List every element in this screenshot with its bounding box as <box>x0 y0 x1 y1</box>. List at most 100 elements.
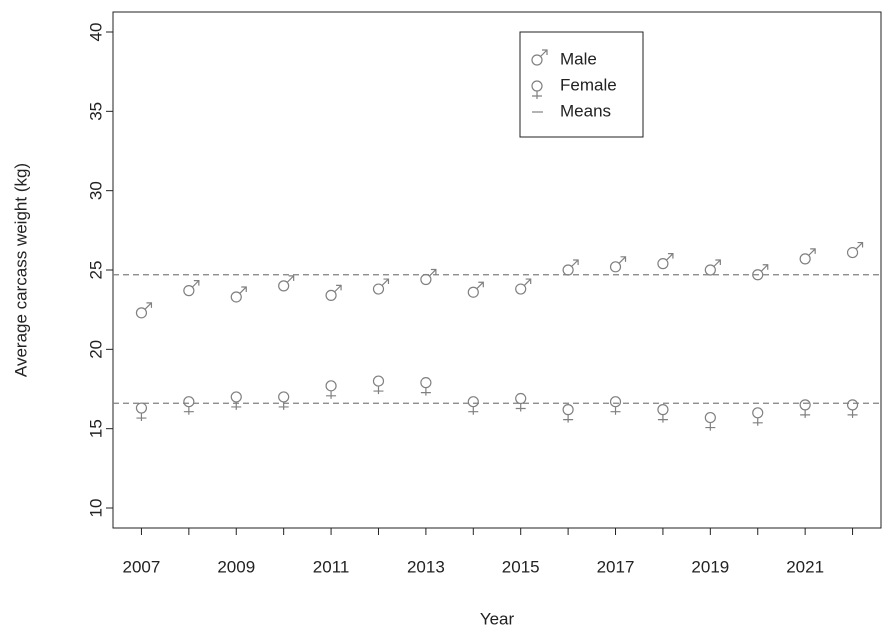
symbol-cross <box>532 91 542 99</box>
x-tick-label: 2019 <box>691 557 729 576</box>
symbol-circle <box>467 286 479 298</box>
symbol-circle <box>609 396 622 408</box>
symbol-cross <box>657 414 668 423</box>
symbol-circle <box>846 399 859 411</box>
symbol-circle <box>515 283 527 295</box>
symbol-cross <box>610 406 621 415</box>
point <box>325 284 342 301</box>
point <box>183 280 200 297</box>
symbol-circle <box>562 264 574 276</box>
symbol-arrow <box>713 259 721 267</box>
symbol-cross <box>183 406 194 415</box>
point <box>420 268 437 286</box>
symbol-arrow <box>476 281 484 290</box>
symbol-arrow <box>618 256 627 264</box>
symbol-arrow <box>428 268 437 277</box>
symbol-circle <box>609 261 622 273</box>
symbol-circle <box>183 285 195 297</box>
legend-symbol <box>531 49 548 66</box>
point <box>230 286 247 303</box>
symbol-cross <box>373 386 384 395</box>
symbol-circle <box>562 404 574 416</box>
symbol-cross <box>326 390 337 399</box>
point <box>467 281 484 298</box>
point <box>420 377 432 396</box>
y-axis-label: Average carcass weight (kg) <box>11 163 30 377</box>
symbol-circle <box>420 377 432 389</box>
x-tick-label: 2007 <box>123 557 161 576</box>
symbol-arrow <box>239 286 247 294</box>
symbol-arrow <box>523 278 532 286</box>
symbol-circle <box>846 246 859 259</box>
legend-box <box>519 31 644 138</box>
symbol-circle <box>372 375 385 387</box>
symbol-circle <box>704 264 716 276</box>
point <box>657 253 674 270</box>
y-tick-label: 25 <box>86 261 105 280</box>
point <box>135 302 153 319</box>
legend-symbol <box>531 80 543 99</box>
point <box>704 411 716 431</box>
x-tick-label: 2021 <box>786 557 824 576</box>
point <box>752 264 769 281</box>
symbol-circle <box>515 392 527 405</box>
symbol-arrow <box>540 49 548 57</box>
symbol-circle <box>752 407 764 419</box>
point <box>372 375 385 395</box>
point <box>278 275 295 292</box>
legend-label: Male <box>560 49 597 68</box>
point <box>609 256 627 273</box>
point <box>230 391 242 410</box>
y-tick-label: 40 <box>86 23 105 42</box>
symbol-circle <box>230 391 242 403</box>
symbol-arrow <box>144 302 153 310</box>
point <box>183 396 195 415</box>
symbol-cross <box>231 401 242 410</box>
y-tick-label: 15 <box>86 419 105 438</box>
symbol-circle <box>752 269 764 281</box>
symbol-circle <box>704 411 716 424</box>
symbol-circle <box>799 399 811 411</box>
symbol-cross <box>515 403 526 412</box>
symbol-circle <box>657 258 669 270</box>
symbol-circle <box>799 253 811 265</box>
x-tick-label: 2013 <box>407 557 445 576</box>
x-tick-label: 2015 <box>502 557 540 576</box>
legend-label: Means <box>560 101 611 120</box>
x-tick-label: 2009 <box>217 557 255 576</box>
symbol-circle <box>278 280 290 292</box>
point <box>609 396 622 415</box>
symbol-cross <box>705 422 716 431</box>
symbol-arrow <box>571 259 579 267</box>
symbol-arrow <box>334 284 342 293</box>
point <box>846 399 859 418</box>
x-axis-label: Year <box>480 609 515 628</box>
symbol-circle <box>183 396 195 408</box>
symbol-arrow <box>286 275 295 283</box>
symbol-arrow <box>381 278 390 286</box>
point <box>799 248 816 265</box>
symbol-cross <box>800 409 811 418</box>
symbol-circle <box>230 291 242 303</box>
x-tick-label: 2011 <box>313 557 350 576</box>
symbol-circle <box>531 54 543 66</box>
symbol-arrow <box>191 280 200 288</box>
x-tick-label: 2017 <box>597 557 635 576</box>
symbol-circle <box>467 396 479 408</box>
plot-frame <box>112 11 882 529</box>
symbol-cross <box>468 406 479 415</box>
y-tick-label: 10 <box>86 499 105 518</box>
symbol-circle <box>325 380 337 392</box>
point <box>278 391 290 410</box>
point <box>467 396 479 415</box>
point <box>135 402 148 422</box>
point <box>657 404 669 423</box>
symbol-arrow <box>666 253 674 261</box>
symbol-circle <box>135 402 148 414</box>
symbol-circle <box>325 289 337 301</box>
symbol-cross <box>847 409 858 418</box>
point <box>562 259 579 276</box>
symbol-circle <box>135 307 148 319</box>
y-tick-label: 30 <box>86 181 105 200</box>
